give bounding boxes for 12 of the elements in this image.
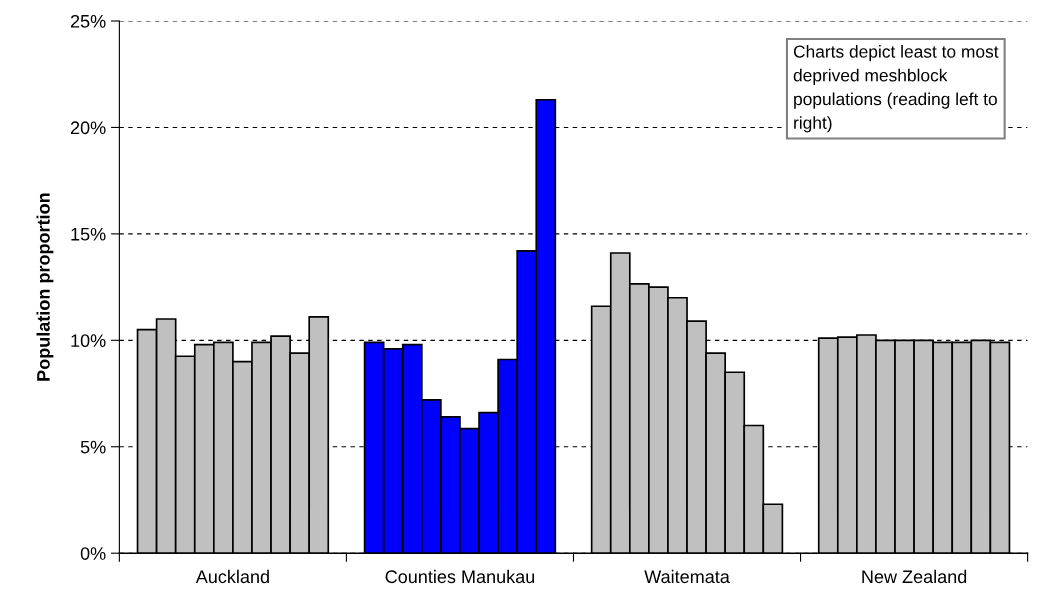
x-tick-label: Counties Manukau	[385, 569, 535, 584]
y-tick-label: 5%	[80, 440, 106, 454]
y-tick-label: 15%	[71, 227, 106, 241]
x-tick-label: Auckland	[195, 569, 269, 584]
y-tick-label: 10%	[71, 334, 106, 348]
annotation: Charts depict least to most deprived meshblock populations (reading left to right)	[793, 45, 999, 133]
x-tick-label: New Zealand	[862, 569, 967, 584]
y-axis-title: Population proportion	[36, 193, 54, 381]
y-tick-label: 25%	[70, 14, 106, 28]
y-tick-label: 0%	[80, 547, 106, 560]
y-tick-label: 20%	[70, 121, 106, 135]
x-tick-label: Waitemata	[644, 569, 730, 584]
